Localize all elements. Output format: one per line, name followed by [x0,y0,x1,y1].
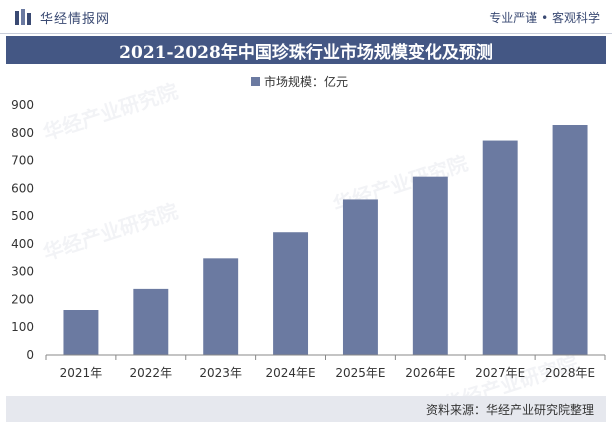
bar-chart: 市场规模：亿元 0 100 200 300 400 500 600 700 800 900 2021年… [11,74,606,380]
x-tick-label: 2028年E [545,366,595,380]
y-tick-label: 400 [11,237,34,251]
y-tick-label: 800 [11,126,34,140]
x-tick-label: 2027年E [475,366,525,380]
x-tick-label: 2022年 [130,366,173,380]
bar [412,176,448,355]
x-tick-label: 2026年E [405,366,455,380]
bar [342,199,378,355]
x-tick-label: 2021年 [60,366,103,380]
x-tick-label: 2024年E [266,366,316,380]
bar [133,288,169,355]
tagline: 专业严谨 • 客观科学 [489,11,600,25]
chart-title: 2021-2028年中国珍珠行业市场规模变化及预测 [119,42,493,63]
y-tick-label: 600 [11,181,34,195]
bar [63,310,99,355]
brand: 华经情报网 [14,7,110,27]
huajing-logo-icon [15,9,31,25]
legend-label: 市场规模：亿元 [264,74,348,89]
bar [552,125,588,355]
y-tick-label: 300 [11,265,34,279]
x-tick-label: 2025年E [335,366,385,380]
footer-bar: 资料来源：华经产业研究院整理 [6,396,606,422]
title-bar: 2021-2028年中国珍珠行业市场规模变化及预测 [6,36,606,64]
bar [273,232,309,355]
y-tick-label: 0 [26,348,34,362]
source-note: 资料来源：华经产业研究院整理 [425,403,594,417]
y-tick-label: 500 [11,209,34,223]
legend-swatch [251,77,260,86]
brand-name: 华经情报网 [40,11,111,27]
y-tick-label: 900 [11,98,34,112]
header-bar: 华经情报网 专业严谨 • 客观科学 [0,0,612,34]
y-tick-label: 200 [11,292,34,306]
y-tick-label: 700 [11,154,34,168]
bar [482,140,518,355]
x-tick-label: 2023年 [199,366,242,380]
bar [203,258,239,355]
y-tick-label: 100 [11,320,34,334]
